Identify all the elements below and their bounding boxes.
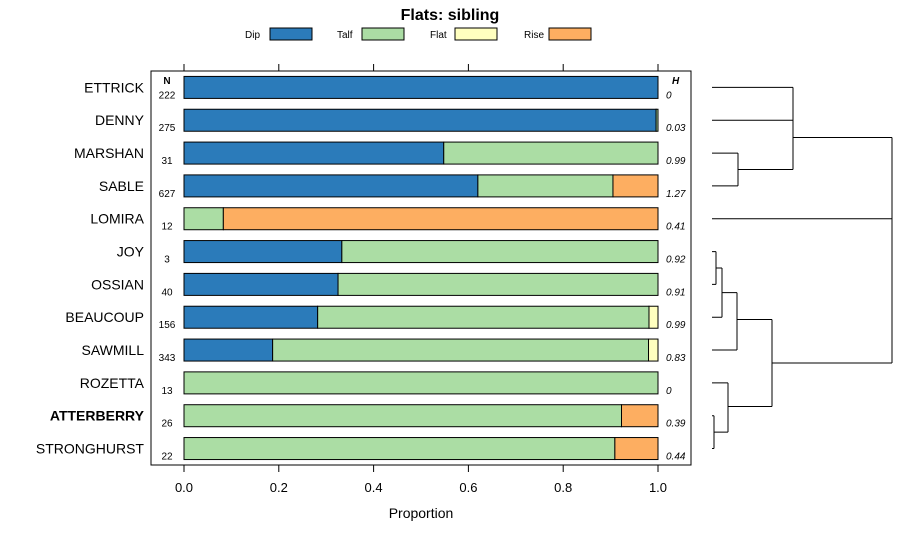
- dendrogram-branch-1: [712, 152, 739, 187]
- bar-segment-ossian-dip: [183, 272, 339, 296]
- bar-segment-sawmill-talf: [272, 338, 650, 362]
- x-tick-label-1: 0.2: [270, 480, 288, 495]
- bar-segment-sable-rise: [612, 174, 659, 198]
- category-label-denny: DENNY: [95, 112, 145, 128]
- bar-segment-joy-dip: [183, 240, 343, 264]
- n-value-sable: 627: [159, 189, 176, 200]
- legend-label-flat: Flat: [430, 30, 447, 41]
- h-value-sable: 1.27: [666, 189, 686, 200]
- h-value-joy: 0.92: [666, 255, 686, 266]
- x-axis-title: Proportion: [389, 505, 454, 521]
- category-label-lomira: LOMIRA: [90, 211, 144, 227]
- n-value-marshan: 31: [161, 156, 173, 167]
- x-tick-label-4: 0.8: [554, 480, 572, 495]
- h-value-atterberry: 0.39: [666, 419, 686, 430]
- bar-segment-joy-talf: [341, 240, 659, 264]
- h-value-beaucoup: 0.99: [666, 320, 686, 331]
- legend-swatch-rise: [548, 27, 592, 41]
- legend-swatch-dip: [269, 27, 313, 41]
- bar-segment-stronghurst-rise: [614, 437, 659, 461]
- bar-segment-rozetta-talf: [183, 371, 659, 395]
- legend-swatch-flat: [454, 27, 498, 41]
- category-label-beaucoup: BEAUCOUP: [65, 309, 144, 325]
- bar-segment-atterberry-rise: [621, 404, 659, 428]
- bar-segment-marshan-dip: [183, 141, 445, 165]
- dendrogram-branch-8: [728, 319, 773, 407]
- n-value-rozetta: 13: [161, 386, 173, 397]
- bar-segment-beaucoup-flat: [648, 305, 659, 329]
- h-value-ettrick: 0: [666, 90, 672, 101]
- bar-segment-beaucoup-dip: [183, 305, 319, 329]
- h-value-marshan: 0.99: [666, 156, 686, 167]
- dendrogram-branch-3: [712, 251, 717, 285]
- bar-segment-denny-dip: [183, 108, 657, 132]
- dendrogram-branch-5: [712, 292, 738, 351]
- category-label-ossian: OSSIAN: [91, 276, 144, 292]
- h-value-rozetta: 0: [666, 386, 672, 397]
- bar-segment-sawmill-flat: [648, 338, 659, 362]
- n-value-stronghurst: 22: [161, 452, 173, 463]
- chart-title: Flats: sibling: [401, 7, 500, 24]
- h-value-denny: 0.03: [666, 123, 686, 134]
- bar-segment-marshan-talf: [443, 141, 659, 165]
- category-label-sawmill: SAWMILL: [82, 342, 145, 358]
- legend-label-dip: Dip: [245, 30, 260, 41]
- category-label-marshan: MARSHAN: [74, 145, 144, 161]
- n-value-joy: 3: [164, 255, 170, 266]
- n-value-sawmill: 343: [159, 353, 176, 364]
- bar-segment-stronghurst-talf: [183, 437, 616, 461]
- category-label-rozetta: ROZETTA: [80, 375, 145, 391]
- n-value-ossian: 40: [161, 287, 173, 298]
- n-value-lomira: 12: [161, 222, 173, 233]
- bar-segment-lomira-talf: [183, 207, 224, 231]
- legend-swatch-talf: [361, 27, 405, 41]
- category-label-stronghurst: STRONGHURST: [36, 441, 145, 457]
- dendrogram: [712, 86, 893, 450]
- bar-segment-ettrick-dip: [183, 75, 659, 99]
- h-value-lomira: 0.41: [666, 222, 685, 233]
- bar-segment-sawmill-dip: [183, 338, 274, 362]
- dendrogram-branch-7: [712, 382, 729, 433]
- x-tick-label-0: 0.0: [175, 480, 193, 495]
- category-label-joy: JOY: [117, 244, 145, 260]
- n-value-denny: 275: [159, 123, 176, 134]
- category-label-sable: SABLE: [99, 178, 144, 194]
- bar-segment-sable-dip: [183, 174, 479, 198]
- n-value-beaucoup: 156: [159, 320, 176, 331]
- dendrogram-branch-6: [712, 415, 715, 450]
- n-value-atterberry: 26: [161, 419, 173, 430]
- x-tick-label-3: 0.6: [459, 480, 477, 495]
- x-axis: 0.0 0.2 0.4 0.6 0.8 1.0: [175, 64, 667, 495]
- bar-segment-ossian-talf: [337, 272, 659, 296]
- dendrogram-branch-0: [712, 86, 794, 121]
- category-label-atterberry: ATTERBERRY: [50, 408, 145, 424]
- legend-label-rise: Rise: [524, 30, 544, 41]
- dendrogram-branch-2: [738, 103, 794, 170]
- dendrogram-branch-4: [712, 267, 723, 318]
- bar-segment-atterberry-talf: [183, 404, 623, 428]
- legend: Dip Talf Flat Rise: [245, 27, 592, 41]
- category-label-ettrick: ETTRICK: [84, 79, 145, 95]
- x-tick-label-5: 1.0: [649, 480, 667, 495]
- plot-frame: [150, 70, 692, 466]
- bar-segment-denny-talf: [655, 108, 659, 132]
- bar-segment-sable-talf: [477, 174, 614, 198]
- n-header: N: [163, 76, 170, 87]
- n-value-ettrick: 222: [159, 90, 176, 101]
- x-tick-label-2: 0.4: [365, 480, 383, 495]
- legend-label-talf: Talf: [337, 30, 353, 41]
- h-value-sawmill: 0.83: [666, 353, 686, 364]
- h-header: H: [672, 76, 680, 87]
- bar-segment-beaucoup-talf: [317, 305, 650, 329]
- bar-segment-lomira-rise: [222, 207, 659, 231]
- bars: ETTRICK 222 0 DENNY 275 0.03 MARSHAN 31 0.99 SABL…: [36, 75, 686, 463]
- h-value-ossian: 0.91: [666, 287, 685, 298]
- dendrogram-branch-9: [712, 137, 893, 364]
- h-value-stronghurst: 0.44: [666, 452, 686, 463]
